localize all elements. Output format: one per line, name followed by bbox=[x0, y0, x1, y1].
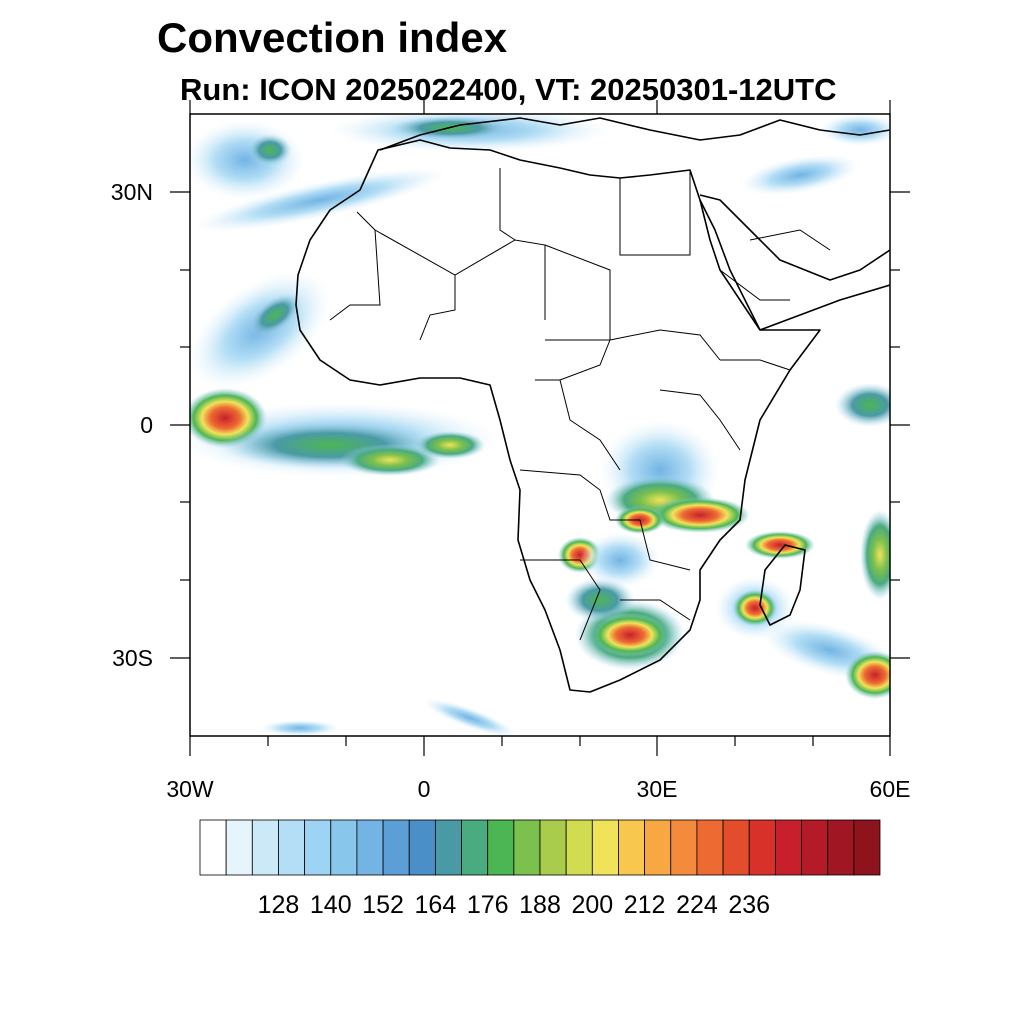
colorbar-swatch bbox=[774, 819, 802, 876]
x-tick-label-30w: 30W bbox=[166, 776, 214, 802]
colorbar bbox=[199, 819, 881, 876]
arabia-coast bbox=[699, 194, 890, 281]
colorbar-label: 128 bbox=[258, 891, 300, 919]
chart-subtitle: Run: ICON 2025022400, VT: 20250301-12UTC bbox=[180, 72, 837, 107]
africa-coastline bbox=[295, 139, 821, 693]
colorbar-swatch bbox=[487, 819, 515, 876]
coastlines bbox=[295, 117, 890, 693]
colorbar-swatch bbox=[278, 819, 306, 876]
colorbar-swatch bbox=[722, 819, 750, 876]
colorbar-label: 164 bbox=[415, 891, 457, 919]
colorbar-label: 140 bbox=[310, 891, 352, 919]
colorbar-swatch bbox=[513, 819, 541, 876]
europe-coast bbox=[379, 117, 890, 151]
colorbar-swatch bbox=[199, 819, 227, 876]
colorbar-swatch bbox=[461, 819, 489, 876]
y-tick-label-30s: 30S bbox=[112, 645, 153, 671]
chart-title: Convection index bbox=[157, 14, 508, 61]
x-tick-label-30e: 30E bbox=[637, 776, 678, 802]
colorbar-labels: 128 140 152 164 176 188 200 212 224 236 bbox=[258, 891, 770, 919]
colorbar-swatch bbox=[565, 819, 593, 876]
colorbar-label: 212 bbox=[624, 891, 666, 919]
colorbar-label: 152 bbox=[362, 891, 404, 919]
colorbar-swatch bbox=[748, 819, 776, 876]
red-sea bbox=[699, 199, 761, 331]
x-tick-label-0: 0 bbox=[418, 776, 431, 802]
arabia-south-coast bbox=[759, 284, 890, 331]
colorbar-swatch bbox=[382, 819, 410, 876]
colorbar-swatch bbox=[618, 819, 646, 876]
colorbar-label: 188 bbox=[519, 891, 561, 919]
colorbar-swatch bbox=[251, 819, 279, 876]
colorbar-label: 224 bbox=[676, 891, 718, 919]
colorbar-swatch bbox=[827, 819, 855, 876]
colorbar-swatch bbox=[356, 819, 384, 876]
colorbar-swatch bbox=[853, 819, 881, 876]
convection-field bbox=[190, 114, 890, 736]
colorbar-swatch bbox=[408, 819, 436, 876]
colorbar-swatch bbox=[801, 819, 829, 876]
colorbar-swatch bbox=[644, 819, 672, 876]
colorbar-swatch bbox=[225, 819, 253, 876]
y-tick-label-0: 0 bbox=[140, 412, 153, 438]
axis-ticks bbox=[170, 100, 910, 756]
country-borders bbox=[329, 168, 831, 641]
colorbar-swatch bbox=[330, 819, 358, 876]
colorbar-label: 200 bbox=[571, 891, 613, 919]
colorbar-swatch bbox=[304, 819, 332, 876]
colorbar-swatch bbox=[591, 819, 619, 876]
colorbar-label: 176 bbox=[467, 891, 509, 919]
colorbar-label: 236 bbox=[728, 891, 770, 919]
y-tick-label-30n: 30N bbox=[111, 179, 153, 205]
colorbar-swatch bbox=[696, 819, 724, 876]
colorbar-swatch bbox=[539, 819, 567, 876]
colorbar-swatch bbox=[434, 819, 462, 876]
x-tick-label-60e: 60E bbox=[870, 776, 911, 802]
colorbar-swatch bbox=[670, 819, 698, 876]
madagascar bbox=[759, 544, 806, 626]
